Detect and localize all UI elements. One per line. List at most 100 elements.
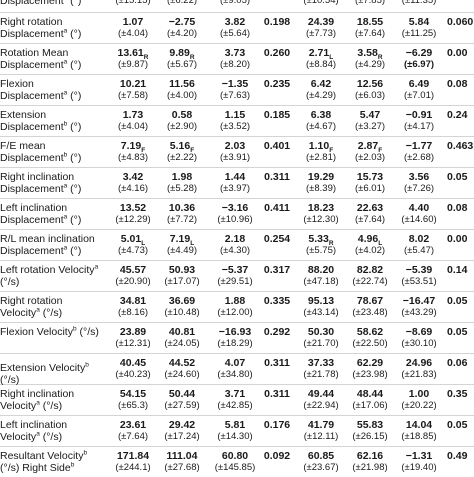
table-cell: 1.88 (±12.00) (205, 295, 265, 319)
cell-value-text: 40.81 (168, 326, 196, 338)
cell-value-text: 78.67 (356, 295, 384, 307)
cell-value-text: 8.02 (408, 233, 430, 245)
cell-value: 0.176 (255, 419, 299, 431)
cell-value-text: 14.04 (405, 419, 433, 431)
cell-value-text: 0.49 (447, 450, 468, 462)
cell-value-text: 15.73 (356, 171, 384, 183)
cell-sd: (±10.54) (303, 0, 339, 6)
table-cell: 0.176 (255, 419, 299, 431)
cell-value-text: 3.71 (224, 388, 246, 400)
table-cell: 1.98 (±5.28) (152, 171, 212, 195)
table-cell: 40.81 (±24.05) (152, 326, 212, 350)
table-cell: 0.06 (447, 357, 474, 369)
cell-value: 49.44 (291, 388, 351, 400)
table-cell: 11.56 (±4.00) (152, 78, 212, 102)
cell-sd: (±19.40) (401, 462, 437, 473)
cell-sd: (±21.83) (401, 369, 437, 380)
table-cell: −2.75 (±4.20) (152, 16, 212, 40)
cell-value-text: 0.05 (447, 171, 468, 183)
cell-sd: (±12.31) (115, 338, 151, 349)
table-cell: (±11.35) (389, 0, 449, 7)
cell-sd: (±17.06) (352, 400, 388, 411)
cell-sd: (±23.98) (352, 369, 388, 380)
cell-value: 82.82 (340, 264, 400, 276)
table-cell: (±7.85) (340, 0, 400, 7)
cell-sd: (±8.20) (219, 59, 251, 70)
cell-sd: (±17.07) (164, 276, 200, 287)
cell-sd: (±65.3) (117, 400, 149, 411)
cell-value: 54.15 (103, 388, 163, 400)
cell-value: 14.04 (389, 419, 449, 431)
cell-sd: (±7.64) (117, 431, 149, 442)
table-cell: 0.185 (255, 109, 299, 121)
table-cell: 45.57 (±20.90) (103, 264, 163, 288)
cell-value-text: 19.29 (307, 171, 335, 183)
table-cell: 18.55 (±7.64) (340, 16, 400, 40)
cell-value: 0.411 (255, 202, 299, 214)
row-label-text: Right inclination Displacement (0, 171, 75, 195)
cell-sd: (±7.85) (354, 0, 386, 6)
cell-value: −2.75 (152, 16, 212, 28)
cell-value: 45.57 (103, 264, 163, 276)
cell-sd: (±8.16) (117, 307, 149, 318)
cell-value: 0.05 (447, 326, 474, 338)
cell-value-text: 0.311 (264, 171, 290, 183)
cell-value-text: 2.18 (224, 233, 246, 245)
cell-value-text: 48.44 (356, 388, 384, 400)
cell-value: 60.80 (205, 450, 265, 462)
row-label-footnote: a (63, 182, 68, 190)
cell-value-text: 13.52 (119, 202, 147, 214)
cell-value-text: −1.31 (405, 450, 433, 462)
cell-sd: (±145.85) (214, 462, 256, 473)
table-cell: 7.19F (±4.83) (103, 140, 163, 164)
table-row: Right rotation Displacementa (°) 1.07 (±4.… (0, 13, 474, 44)
cell-sd: (±5.28) (166, 183, 198, 194)
cell-sd: (±29.51) (217, 276, 253, 287)
row-label-text: Flexion Displacement (0, 78, 64, 102)
table-row: Right inclination Velocitya (°/s) 54.15 (±… (0, 385, 474, 416)
row-label-footnote: a (36, 306, 40, 314)
row-label-unit: (°) (67, 0, 82, 7)
cell-value-text: 4.96 (357, 233, 379, 245)
cell-sd: (±5.47) (403, 245, 435, 256)
cell-value-text: 0.311 (264, 388, 290, 400)
cell-value: 2.18 (205, 233, 265, 245)
row-label-footnote: b (63, 120, 68, 128)
table-cell: 37.33 (±21.78) (291, 357, 351, 381)
cell-value: 171.84 (103, 450, 163, 462)
cell-value: 3.73 (205, 47, 265, 59)
table-cell: 50.44 (±27.59) (152, 388, 212, 412)
cell-value-text: 50.93 (168, 264, 196, 276)
table-cell: 55.83 (±26.15) (340, 419, 400, 443)
table-row: Right rotation Velocitya (°/s) 34.81 (±8.1… (0, 292, 474, 323)
cell-value: 15.73 (340, 171, 400, 183)
cell-sd: (±22.50) (352, 338, 388, 349)
table-cell: 5.47 (±3.27) (340, 109, 400, 133)
table-cell: 0.24 (447, 109, 474, 121)
cell-value: 7.19F (103, 140, 163, 154)
table-cell: 12.56 (±6.03) (340, 78, 400, 102)
cell-value-text: 0.335 (263, 295, 291, 307)
cell-value: 4.40 (389, 202, 449, 214)
cell-sd: (±24.60) (164, 369, 200, 380)
row-label-text: Displacement (0, 0, 64, 7)
cell-value: 50.44 (152, 388, 212, 400)
table-cell: (±10.54) (291, 0, 351, 7)
cell-sd: (±53.51) (401, 276, 437, 287)
table-cell: −5.37 (±29.51) (205, 264, 265, 288)
cell-value: 24.96 (389, 357, 449, 369)
cell-value-text: 0.092 (263, 450, 291, 462)
row-label-unit: (°) (67, 214, 82, 226)
table-cell: 88.20 (±47.18) (291, 264, 351, 288)
table-cell: 2.03 (±3.91) (205, 140, 265, 164)
cell-value-text: 0.08 (447, 202, 468, 214)
cell-value: 5.81 (205, 419, 265, 431)
cell-value-text: 0.05 (447, 326, 468, 338)
cell-value: 95.13 (291, 295, 351, 307)
cell-value: 13.61R (103, 47, 163, 61)
cell-value: 1.00 (389, 388, 449, 400)
table-row: Extension Velocityb (°/s) 40.45 (±40.23) 44… (0, 354, 474, 386)
cell-value-text: 18.55 (356, 16, 384, 28)
table-cell: 111.04 (±27.68) (152, 450, 212, 474)
row-label-unit: (°) (67, 152, 82, 164)
